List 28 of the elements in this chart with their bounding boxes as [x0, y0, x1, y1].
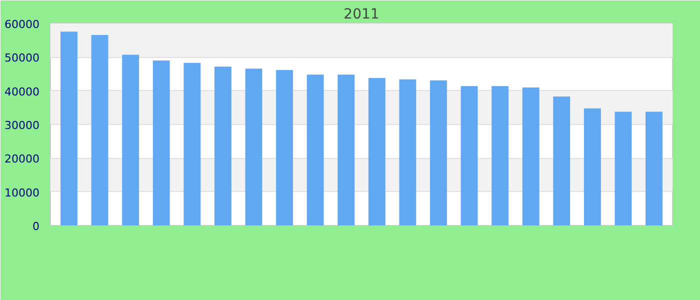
bar — [368, 78, 386, 226]
y-tick-label: 50000 — [4, 52, 40, 65]
y-tick-label: 0 — [32, 220, 40, 233]
bar — [553, 96, 570, 226]
bar — [245, 68, 262, 226]
bar — [60, 32, 78, 226]
bar — [306, 74, 324, 226]
bar — [214, 66, 232, 226]
bar — [614, 112, 632, 226]
bar — [522, 87, 540, 226]
y-tick-label: 10000 — [4, 186, 40, 200]
y-tick-label: 60000 — [4, 18, 40, 31]
bar — [276, 70, 293, 226]
bar — [492, 86, 509, 226]
bar — [184, 62, 201, 226]
bar — [430, 80, 447, 226]
y-tick-label: 20000 — [4, 152, 40, 166]
y-tick-label: 40000 — [4, 85, 40, 98]
bar — [399, 79, 416, 226]
bar — [91, 34, 108, 226]
y-tick-label: 30000 — [4, 119, 40, 132]
bar — [584, 108, 601, 226]
bar — [460, 86, 478, 226]
bar — [646, 112, 662, 226]
bar — [122, 54, 140, 226]
chart-subtitle: 2011 — [344, 6, 380, 22]
bar — [152, 60, 170, 226]
bar — [338, 74, 355, 226]
